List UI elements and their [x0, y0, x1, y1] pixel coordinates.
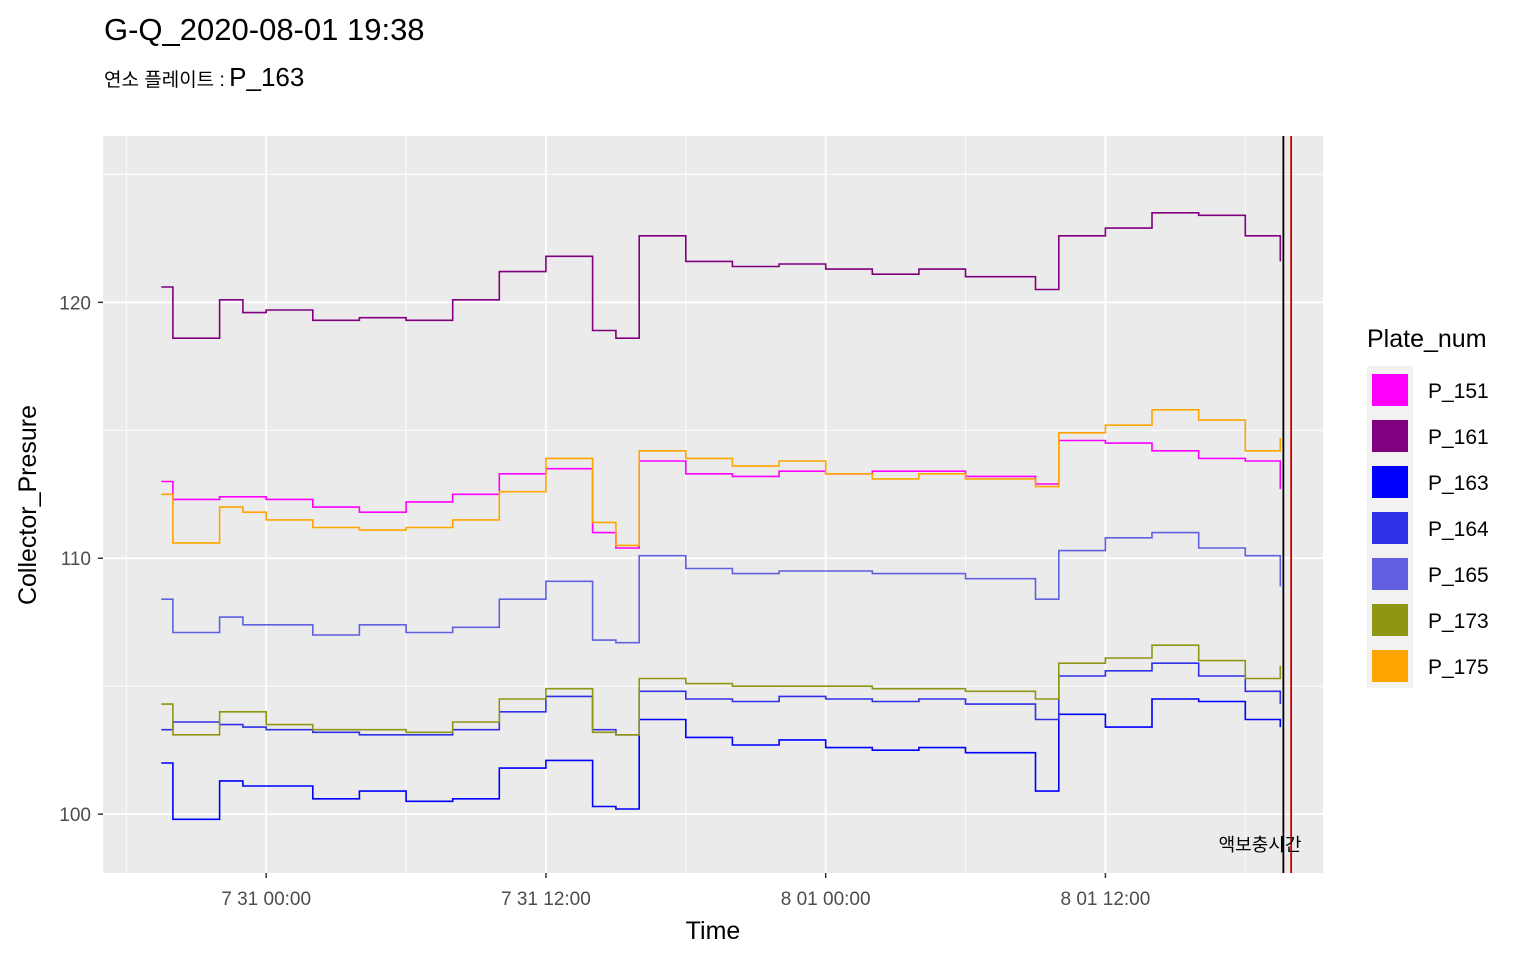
legend-key-p-164: [1372, 512, 1408, 544]
x-tick-label: 7 31 12:00: [501, 889, 591, 910]
subtitle-value: P_163: [229, 62, 305, 92]
legend-label: P_151: [1428, 380, 1489, 403]
legend-label: P_165: [1428, 564, 1489, 587]
series-line-p-164: [161, 662, 1282, 736]
series-line-p-161: [161, 212, 1282, 339]
legend-key-p-173: [1372, 604, 1408, 636]
legend-label: P_175: [1428, 656, 1489, 679]
legend-label: P_163: [1428, 472, 1489, 495]
subtitle-label: 연소 플레이트 :: [104, 70, 225, 91]
series-line-p-151: [161, 439, 1282, 549]
series-line-p-163: [161, 698, 1282, 821]
legend-key-p-161: [1372, 420, 1408, 452]
grid-major: [103, 136, 1323, 873]
y-tick-label: 100: [59, 805, 91, 826]
legend-title: Plate_num: [1367, 325, 1487, 353]
legend: P_151 P_161 P_163 P_164 P_165 P_173 P_175: [1372, 374, 1489, 682]
y-tick-label: 110: [61, 549, 91, 570]
x-tick-label: 7 31 00:00: [221, 889, 311, 910]
series-layer: [161, 212, 1282, 821]
x-axis: 7 31 00:00 7 31 12:00 8 01 00:00 8 01 12:00: [221, 873, 1150, 910]
x-tick-label: 8 01 00:00: [781, 889, 871, 910]
x-axis-title: Time: [686, 917, 741, 945]
legend-key-p-175: [1372, 650, 1408, 682]
series-line-p-165: [161, 531, 1282, 644]
series-line-p-173: [161, 644, 1282, 736]
y-tick-label: 120: [59, 293, 91, 314]
vline-layer: [1282, 136, 1293, 873]
x-tick-label: 8 01 12:00: [1061, 889, 1151, 910]
legend-key-p-151: [1372, 374, 1408, 406]
chart-title: G-Q_2020-08-01 19:38: [104, 12, 425, 47]
refill-time-annotation: 액보충시간: [1219, 835, 1302, 856]
chart-subtitle: 연소 플레이트 : P_163: [104, 62, 304, 93]
y-axis-title: Collector_Presure: [14, 405, 42, 605]
plot-panel: [103, 136, 1323, 873]
legend-key-p-163: [1372, 466, 1408, 498]
legend-key-p-165: [1372, 558, 1408, 590]
legend-label: P_164: [1428, 518, 1489, 541]
series-line-p-175: [161, 409, 1282, 547]
y-axis: 100 110 120: [59, 293, 103, 826]
legend-label: P_161: [1428, 426, 1489, 449]
legend-label: P_173: [1428, 610, 1489, 633]
